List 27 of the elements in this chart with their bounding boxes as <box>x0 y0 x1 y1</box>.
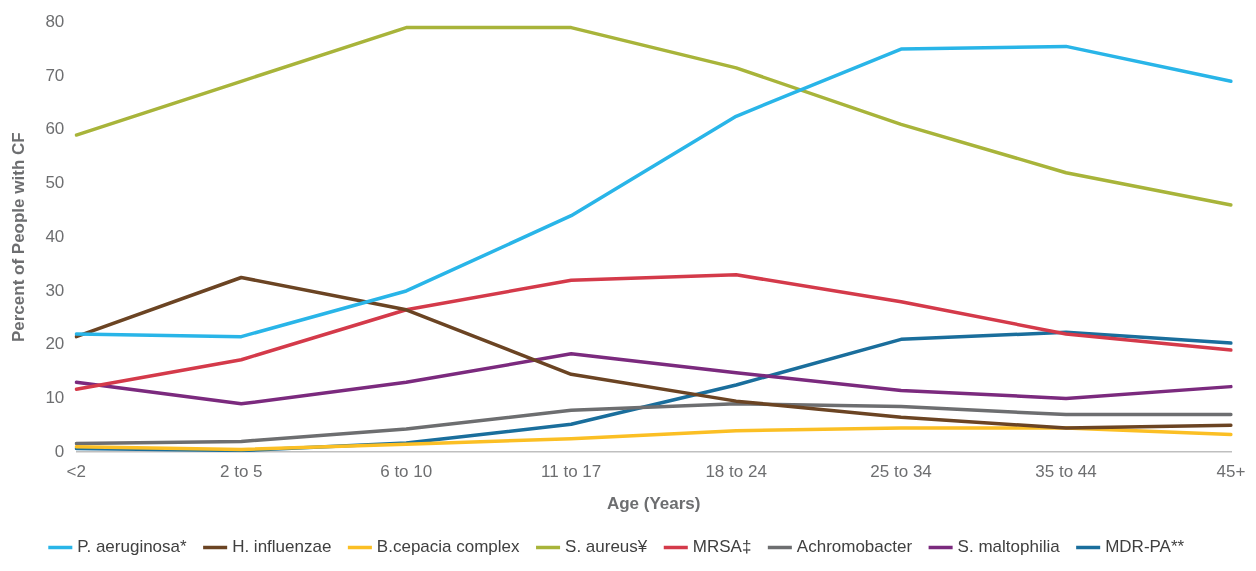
x-tick-label: 2 to 5 <box>219 462 263 482</box>
legend-label: B.cepacia complex <box>376 537 521 557</box>
x-tick-label: 35 to 44 <box>1035 462 1097 482</box>
x-tick-label: 6 to 10 <box>380 462 433 482</box>
y-tick-label: 70 <box>45 65 65 85</box>
y-tick-label: 40 <box>45 226 65 246</box>
y-tick-label: 30 <box>45 280 65 300</box>
legend-label: S. aureus¥ <box>565 537 648 557</box>
x-tick-label: 25 to 34 <box>870 462 932 482</box>
x-axis-title: Age (Years) <box>606 494 701 514</box>
x-tick-label: 11 to 17 <box>541 462 602 482</box>
x-tick-label: 45+ <box>1216 462 1246 482</box>
y-tick-label: 0 <box>54 441 65 461</box>
y-tick-label: 80 <box>45 11 65 31</box>
y-tick-label: 60 <box>45 119 65 139</box>
legend-label: MDR-PA** <box>1105 537 1185 557</box>
legend-label: S. maltophilia <box>957 537 1061 557</box>
y-tick-label: 10 <box>45 388 65 408</box>
y-tick-label: 20 <box>45 334 65 354</box>
y-tick-label: 50 <box>45 173 65 193</box>
y-axis-title: Percent of People with CF <box>8 132 28 343</box>
legend-label: Achromobacter <box>796 537 913 557</box>
x-tick-label: <2 <box>66 462 86 482</box>
legend-label: MRSA‡ <box>692 537 752 557</box>
legend-label: H. influenzae <box>232 537 332 557</box>
x-tick-label: 18 to 24 <box>705 462 767 482</box>
legend-label: P. aeruginosa* <box>77 537 188 557</box>
